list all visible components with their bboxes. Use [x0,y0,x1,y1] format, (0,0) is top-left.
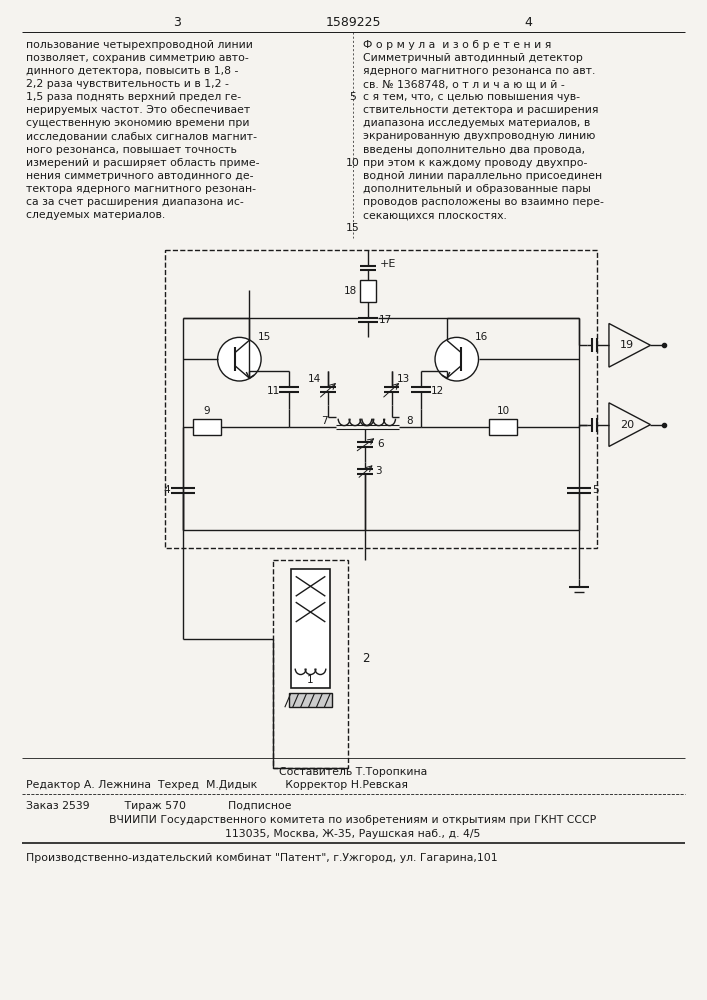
Bar [489,419,517,435]
Bar [165,250,597,548]
Text: 8: 8 [406,416,413,426]
Circle shape [218,337,261,381]
Text: Составитель Т.Торопкина: Составитель Т.Торопкина [279,767,427,777]
Text: пользование четырехпроводной линии: пользование четырехпроводной линии [26,40,253,50]
Text: 5: 5 [592,485,598,495]
Text: следуемых материалов.: следуемых материалов. [26,210,165,220]
Text: 5: 5 [349,92,356,102]
Text: измерений и расширяет область приме-: измерений и расширяет область приме- [26,158,259,168]
Text: ного резонанса, повышает точность: ного резонанса, повышает точность [26,145,237,155]
Text: 2,2 раза чувствительность и в 1,2 -: 2,2 раза чувствительность и в 1,2 - [26,79,229,89]
Text: 113035, Москва, Ж-35, Раушская наб., д. 4/5: 113035, Москва, Ж-35, Раушская наб., д. … [226,829,481,839]
Text: экранированную двухпроводную линию: экранированную двухпроводную линию [363,131,595,141]
Text: 1589225: 1589225 [325,16,381,29]
Text: +E: +E [380,259,396,269]
Text: 11: 11 [267,386,279,396]
Text: при этом к каждому проводу двухпро-: при этом к каждому проводу двухпро- [363,158,588,168]
Text: 6: 6 [378,439,384,449]
Text: Редактор А. Лежнина  Техред  М.Дидык        Корректор Н.Ревская: Редактор А. Лежнина Техред М.Дидык Корре… [26,780,408,790]
Text: Ф о р м у л а  и з о б р е т е н и я: Ф о р м у л а и з о б р е т е н и я [363,40,551,50]
Text: 1,5 раза поднять верхний предел ге-: 1,5 раза поднять верхний предел ге- [26,92,241,102]
Text: ствительности детектора и расширения: ствительности детектора и расширения [363,105,598,115]
Text: секающихся плоскостях.: секающихся плоскостях. [363,210,507,220]
Text: исследовании слабых сигналов магнит-: исследовании слабых сигналов магнит- [26,131,257,141]
Text: 14: 14 [308,374,321,384]
Text: 2: 2 [362,652,369,665]
Bar [288,693,332,707]
Text: введены дополнительно два провода,: введены дополнительно два провода, [363,145,585,155]
Text: 1: 1 [308,675,314,685]
Circle shape [435,337,479,381]
Text: 3: 3 [375,466,382,476]
Bar [291,569,330,688]
Text: 13: 13 [397,374,410,384]
Text: 15: 15 [257,332,271,342]
Text: ВЧИИПИ Государственного комитета по изобретениям и открытиям при ГКНТ СССР: ВЧИИПИ Государственного комитета по изоб… [110,815,597,825]
Text: 20: 20 [619,420,633,430]
Text: 17: 17 [379,315,392,325]
Text: существенную экономию времени при: существенную экономию времени при [26,118,250,128]
Text: ядерного магнитного резонанса по авт.: ядерного магнитного резонанса по авт. [363,66,595,76]
Text: позволяет, сохранив симметрию авто-: позволяет, сохранив симметрию авто- [26,53,249,63]
Text: 4: 4 [164,485,170,495]
Text: 18: 18 [344,286,356,296]
Text: Симметричный автодинный детектор: Симметричный автодинный детектор [363,53,583,63]
Text: 3: 3 [173,16,181,29]
Text: 15: 15 [346,223,360,233]
Text: 12: 12 [431,386,443,396]
Text: с я тем, что, с целью повышения чув-: с я тем, что, с целью повышения чув- [363,92,580,102]
Text: дополнительный и образованные пары: дополнительный и образованные пары [363,184,591,194]
Text: проводов расположены во взаимно пере-: проводов расположены во взаимно пере- [363,197,604,207]
Text: 19: 19 [619,340,633,350]
Text: 10: 10 [346,158,360,168]
Bar [273,560,348,768]
Text: 10: 10 [496,406,510,416]
Text: св. № 1368748, о т л и ч а ю щ и й -: св. № 1368748, о т л и ч а ю щ и й - [363,79,565,89]
Text: нения симметричного автодинного де-: нения симметричного автодинного де- [26,171,253,181]
Text: водной линии параллельно присоединен: водной линии параллельно присоединен [363,171,602,181]
Text: Заказ 2539          Тираж 570            Подписное: Заказ 2539 Тираж 570 Подписное [26,801,291,811]
Text: 9: 9 [204,406,210,416]
Text: динного детектора, повысить в 1,8 -: динного детектора, повысить в 1,8 - [26,66,238,76]
Text: 4: 4 [524,16,532,29]
Text: 16: 16 [475,332,488,342]
Text: Производственно-издательский комбинат "Патент", г.Ужгород, ул. Гагарина,101: Производственно-издательский комбинат "П… [26,853,498,863]
Text: са за счет расширения диапазона ис-: са за счет расширения диапазона ис- [26,197,244,207]
Text: диапазона исследуемых материалов, в: диапазона исследуемых материалов, в [363,118,590,128]
Text: 7: 7 [321,416,327,426]
Text: нерируемых частот. Это обеспечивает: нерируемых частот. Это обеспечивает [26,105,250,115]
Text: тектора ядерного магнитного резонан-: тектора ядерного магнитного резонан- [26,184,256,194]
Bar [193,419,221,435]
Bar [360,280,375,302]
